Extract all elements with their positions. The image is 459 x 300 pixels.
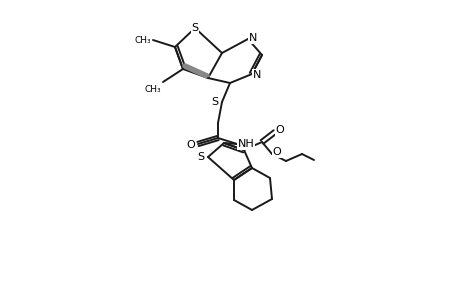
- Text: S: S: [197, 152, 204, 162]
- Text: CH₃: CH₃: [134, 35, 151, 44]
- Text: S: S: [211, 97, 218, 107]
- Text: N: N: [248, 33, 257, 43]
- Text: O: O: [275, 125, 284, 135]
- Text: N: N: [252, 70, 261, 80]
- Text: O: O: [272, 147, 281, 157]
- Text: CH₃: CH₃: [145, 85, 161, 94]
- Text: O: O: [186, 140, 195, 150]
- Text: NH: NH: [237, 139, 254, 149]
- Text: S: S: [191, 23, 198, 33]
